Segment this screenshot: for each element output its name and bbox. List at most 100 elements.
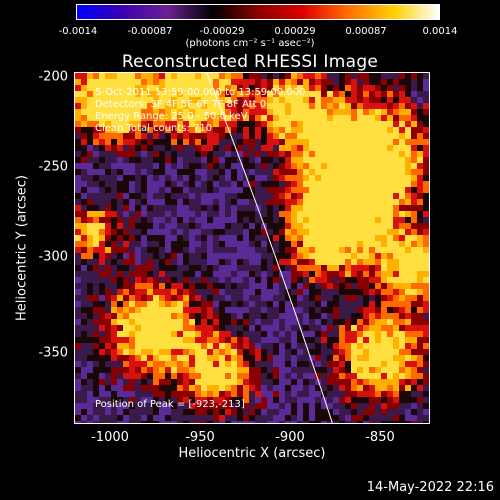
image-pixel <box>183 259 189 265</box>
image-pixel <box>105 277 111 283</box>
image-pixel <box>153 343 159 349</box>
image-pixel <box>111 175 117 181</box>
image-canvas <box>75 73 429 423</box>
image-pixel <box>105 121 111 127</box>
image-pixel <box>411 415 417 421</box>
image-pixel <box>375 283 381 289</box>
image-pixel <box>243 199 249 205</box>
image-pixel <box>141 205 147 211</box>
image-pixel <box>291 145 297 151</box>
image-pixel <box>369 367 375 373</box>
image-pixel <box>285 337 291 343</box>
image-pixel <box>123 349 129 355</box>
image-pixel <box>327 415 333 421</box>
image-pixel <box>417 91 423 97</box>
image-pixel <box>351 403 357 409</box>
image-pixel <box>363 145 369 151</box>
image-pixel <box>201 151 207 157</box>
image-pixel <box>111 127 117 133</box>
image-title: Reconstructed RHESSI Image <box>121 52 379 72</box>
image-pixel <box>321 97 327 103</box>
image-pixel <box>105 211 111 217</box>
image-pixel <box>321 193 327 199</box>
image-pixel <box>417 265 423 271</box>
image-pixel <box>381 223 387 229</box>
image-pixel <box>381 271 387 277</box>
image-pixel <box>411 235 417 241</box>
image-pixel <box>165 253 171 259</box>
image-pixel <box>267 337 273 343</box>
image-pixel <box>387 97 393 103</box>
image-pixel <box>261 373 267 379</box>
image-pixel <box>363 121 369 127</box>
image-pixel <box>291 271 297 277</box>
image-pixel <box>363 127 369 133</box>
image-pixel <box>405 85 411 91</box>
image-pixel <box>411 79 417 85</box>
image-pixel <box>291 241 297 247</box>
image-pixel <box>279 193 285 199</box>
image-pixel <box>405 397 411 403</box>
image-pixel <box>189 91 195 97</box>
image-pixel <box>87 127 93 133</box>
image-pixel <box>339 235 345 241</box>
image-pixel <box>195 73 201 79</box>
image-pixel <box>75 79 81 85</box>
image-pixel <box>267 331 273 337</box>
image-pixel <box>129 361 135 367</box>
image-pixel <box>159 109 165 115</box>
image-pixel <box>297 103 303 109</box>
x-tick-label: -950 <box>185 430 215 445</box>
image-pixel <box>111 301 117 307</box>
image-pixel <box>105 157 111 163</box>
image-pixel <box>135 301 141 307</box>
image-pixel <box>417 193 423 199</box>
image-pixel <box>225 289 231 295</box>
image-pixel <box>405 343 411 349</box>
image-pixel <box>267 223 273 229</box>
image-pixel <box>237 73 243 79</box>
image-pixel <box>165 343 171 349</box>
image-pixel <box>321 421 327 423</box>
image-pixel <box>393 271 399 277</box>
image-pixel <box>333 349 339 355</box>
image-pixel <box>399 175 405 181</box>
image-pixel <box>363 331 369 337</box>
image-pixel <box>195 121 201 127</box>
image-pixel <box>273 319 279 325</box>
image-pixel <box>279 265 285 271</box>
image-pixel <box>345 373 351 379</box>
image-pixel <box>327 397 333 403</box>
image-pixel <box>195 307 201 313</box>
image-pixel <box>267 277 273 283</box>
image-pixel <box>99 175 105 181</box>
image-pixel <box>387 145 393 151</box>
image-pixel <box>159 91 165 97</box>
image-pixel <box>261 325 267 331</box>
image-pixel <box>207 409 213 415</box>
image-pixel <box>417 139 423 145</box>
image-pixel <box>339 373 345 379</box>
image-pixel <box>351 325 357 331</box>
image-pixel <box>225 367 231 373</box>
image-pixel <box>165 145 171 151</box>
image-pixel <box>243 265 249 271</box>
image-pixel <box>111 193 117 199</box>
image-pixel <box>285 247 291 253</box>
image-pixel <box>357 421 363 423</box>
image-pixel <box>309 133 315 139</box>
image-pixel <box>387 217 393 223</box>
image-pixel <box>375 241 381 247</box>
image-pixel <box>387 211 393 217</box>
image-pixel <box>213 367 219 373</box>
image-pixel <box>381 241 387 247</box>
image-pixel <box>387 337 393 343</box>
image-pixel <box>141 343 147 349</box>
image-pixel <box>387 121 393 127</box>
image-pixel <box>75 409 81 415</box>
image-pixel <box>159 133 165 139</box>
image-pixel <box>267 133 273 139</box>
image-pixel <box>297 157 303 163</box>
image-pixel <box>387 331 393 337</box>
image-pixel <box>381 367 387 373</box>
